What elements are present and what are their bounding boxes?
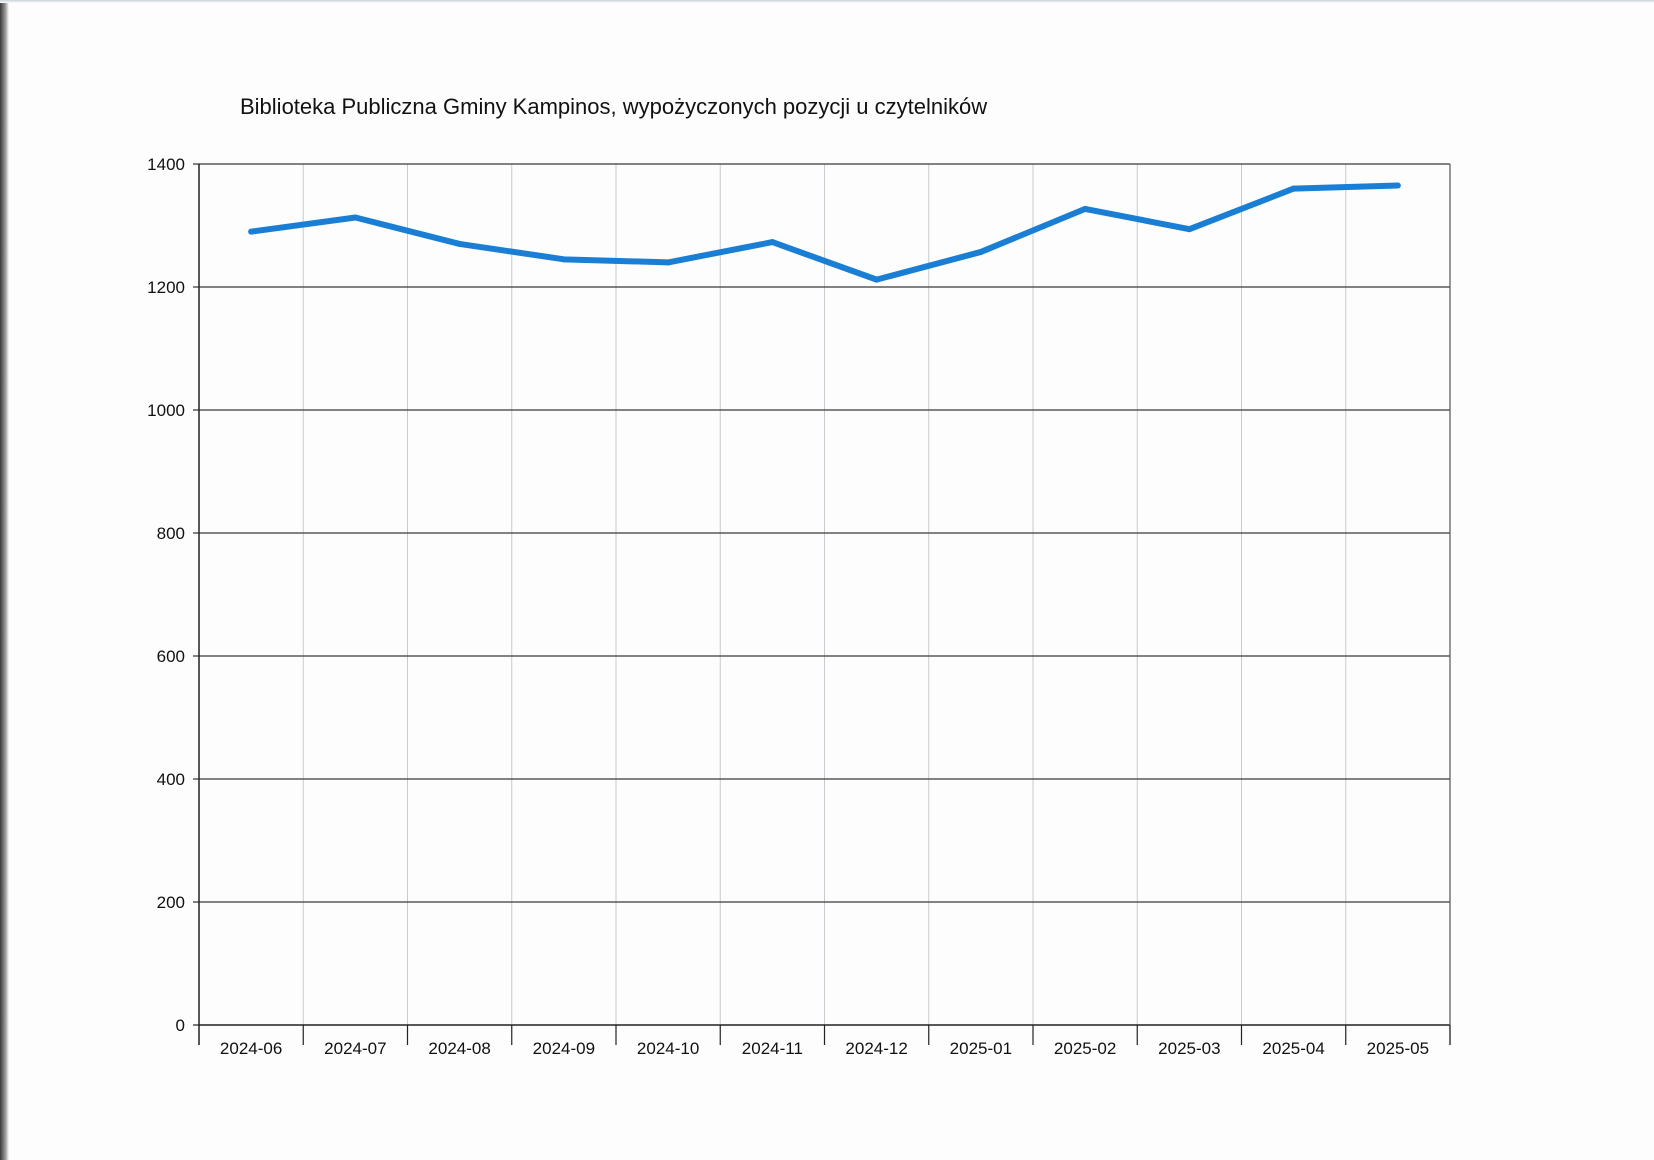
y-tick-label: 1200 [147,278,185,297]
y-tick-label: 0 [176,1016,185,1035]
y-tick-label: 800 [157,524,185,543]
data-point [1082,205,1089,212]
data-point [665,259,672,266]
data-point [560,256,567,263]
x-tick-label: 2024-06 [220,1039,282,1058]
vertical-gridlines [302,164,1347,1025]
data-series [248,182,1401,283]
data-point [1394,182,1401,189]
data-point [456,240,463,247]
y-tick-label: 400 [157,770,185,789]
data-point [1186,226,1193,233]
x-tick-label: 2025-03 [1158,1039,1220,1058]
x-axis-tick-labels: 2024-06 2024-07 2024-08 2024-09 2024-10 2024-… [220,1039,1429,1058]
y-tick-label: 200 [157,893,185,912]
chart-axes [198,164,1451,1045]
x-tick-label: 2025-05 [1367,1039,1429,1058]
data-point [873,276,880,283]
x-tick-label: 2024-11 [742,1039,803,1058]
x-tick-label: 2025-04 [1262,1039,1324,1058]
chart-title: Biblioteka Publiczna Gminy Kampinos, wyp… [240,94,988,119]
scan-edge-left [0,0,9,1160]
data-point [1290,185,1297,192]
data-point [248,228,255,235]
y-tick-label: 600 [157,647,185,666]
x-tick-label: 2025-01 [950,1039,1012,1058]
data-point [977,248,984,255]
scan-edge-top [0,0,1654,3]
x-tick-label: 2024-09 [533,1039,595,1058]
y-tick-label: 1400 [147,155,185,174]
x-tick-label: 2025-02 [1054,1039,1116,1058]
x-tick-label: 2024-10 [637,1039,699,1058]
x-tick-label: 2024-12 [845,1039,907,1058]
series-line [250,182,1398,283]
x-tick-label: 2024-07 [324,1039,386,1058]
y-axis-tick-labels: 0 200 400 600 800 1000 1200 1400 [147,155,185,1035]
y-tick-label: 1000 [147,401,185,420]
horizontal-gridlines [193,163,1450,1026]
x-tick-label: 2024-08 [428,1039,490,1058]
data-point [352,214,359,221]
data-point [769,239,776,246]
